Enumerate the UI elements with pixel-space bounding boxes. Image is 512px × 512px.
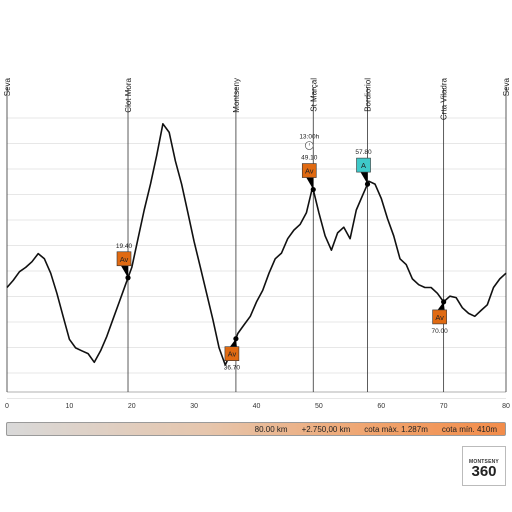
marker-pointer bbox=[229, 338, 237, 347]
summary-distance: 80.00 km bbox=[254, 424, 288, 434]
marker-pointer bbox=[437, 301, 445, 310]
x-tick-label: 0 bbox=[5, 403, 9, 410]
waypoint-label: St Marçal bbox=[309, 78, 318, 112]
marker-label: Av bbox=[228, 350, 237, 359]
marker-label: A bbox=[361, 161, 366, 170]
summary-elevation-gain: +2.750,00 km bbox=[301, 424, 351, 434]
montseny-360-logo: MONTSENY 360 bbox=[462, 446, 506, 486]
marker-label: Av bbox=[120, 255, 129, 264]
marker-value: 19.40 bbox=[116, 243, 133, 250]
marker-pointer bbox=[360, 172, 368, 185]
elevation-chart: 0 10 20 30 40 50 60 70 80 Seva Clot Mora Montseny St… bbox=[3, 77, 511, 410]
marker-box bbox=[301, 163, 317, 178]
marker-value: 36.70 bbox=[224, 365, 241, 372]
marker-pointer bbox=[121, 265, 129, 278]
x-tick-label: 10 bbox=[65, 403, 73, 410]
marker-box bbox=[224, 346, 240, 361]
x-tick-label: 70 bbox=[440, 403, 448, 410]
marker-pointer bbox=[306, 177, 314, 190]
elevation-line bbox=[6, 123, 507, 366]
marker-time: 13:00h bbox=[299, 134, 319, 141]
x-tick-label: 40 bbox=[253, 403, 261, 410]
marker-box bbox=[356, 157, 371, 173]
x-tick-label: 30 bbox=[190, 403, 198, 410]
waypoint-label: Montseny bbox=[232, 78, 241, 113]
marker-value: 49.10 bbox=[301, 155, 318, 162]
summary-bar: 80.00 km +2.750,00 km cota màx. 1.287m c… bbox=[6, 422, 506, 436]
marker-label: Av bbox=[435, 313, 444, 322]
x-tick-label: 80 bbox=[502, 403, 510, 410]
waypoint-label: Seva bbox=[502, 77, 511, 96]
waypoint-label: Crta Viladra bbox=[440, 77, 449, 120]
marker-box bbox=[432, 309, 447, 325]
logo-text: MONTSENY bbox=[469, 459, 499, 465]
summary-min-altitude: cota mín. 410m bbox=[441, 424, 497, 434]
x-tick-label: 20 bbox=[128, 403, 136, 410]
marker-value: 70.00 bbox=[431, 328, 448, 335]
waypoint-label: Bordioriol bbox=[364, 78, 373, 112]
marker-label: Av bbox=[305, 167, 314, 176]
logo-number: 360 bbox=[471, 463, 497, 480]
marker-dot bbox=[233, 336, 239, 342]
x-tick-label: 50 bbox=[315, 403, 323, 410]
marker-box bbox=[116, 251, 132, 267]
x-tick-label: 60 bbox=[377, 403, 385, 410]
waypoint-label: Seva bbox=[3, 77, 12, 96]
waypoint-label: Clot Mora bbox=[124, 77, 133, 112]
summary-max-altitude: cota màx. 1.287m bbox=[364, 424, 428, 434]
marker-value: 57.80 bbox=[355, 149, 372, 156]
